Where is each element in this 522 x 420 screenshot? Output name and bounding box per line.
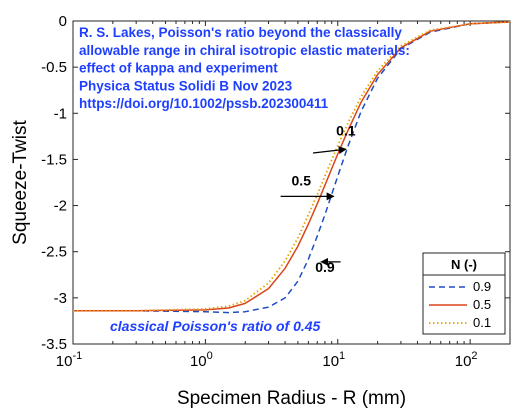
x-tick-label: 100 (190, 350, 213, 370)
x-tick-label: 10-1 (56, 350, 82, 370)
y-tick-label: -1.5 (41, 151, 67, 168)
y-tick-label: -2.5 (41, 244, 67, 261)
y-tick-label: -3.5 (41, 336, 67, 353)
legend-entry: 0.5 (473, 297, 491, 312)
citation-line: Physica Status Solidi B Nov 2023 (79, 78, 293, 93)
series-line-0.5 (73, 21, 510, 312)
x-tick-label: 102 (455, 350, 478, 370)
citation-line: effect of kappa and experiment (79, 61, 278, 76)
y-tick-label: -2 (54, 198, 67, 215)
y-tick-label: -0.5 (41, 59, 67, 76)
citation-line: R. S. Lakes, Poisson's ratio beyond the … (79, 25, 402, 40)
curve-label: 0.9 (315, 259, 335, 275)
x-axis-title: Specimen Radius - R (mm) (177, 388, 406, 409)
series-line-0.1 (73, 21, 510, 312)
annotation-arrow (312, 146, 347, 155)
citation-line: https://doi.org/10.1002/pssb.202300411 (79, 96, 329, 111)
legend-box (422, 252, 506, 335)
y-tick-label: 0 (59, 13, 67, 30)
y-axis-title: Squeeze-Twist (10, 119, 31, 244)
classical-note: classical Poisson's ratio of 0.45 (110, 318, 321, 334)
legend-title: N (-) (451, 257, 477, 272)
x-tick-label: 101 (322, 350, 345, 370)
y-tick-label: -1 (54, 105, 67, 122)
legend-entry: 0.1 (473, 315, 491, 330)
curve-label: 0.5 (292, 172, 312, 188)
citation-line: allowable range in chiral isotropic elas… (79, 43, 410, 58)
y-tick-label: -3 (54, 290, 67, 307)
curve-label: 0.1 (336, 122, 356, 138)
legend-entry: 0.9 (473, 279, 491, 294)
